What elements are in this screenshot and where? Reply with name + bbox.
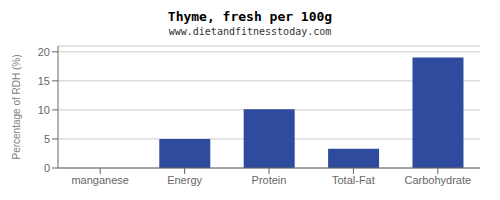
svg-text:10: 10 — [38, 104, 50, 116]
svg-text:manganese: manganese — [71, 174, 129, 186]
svg-text:Protein: Protein — [252, 174, 287, 186]
html-text:www.dietandfitnesstoday.com: www.dietandfitnesstoday.com — [168, 26, 332, 37]
svg-text:15: 15 — [38, 75, 50, 87]
svg-text:Energy: Energy — [167, 174, 202, 186]
svg-text:20: 20 — [38, 46, 50, 58]
svg-text:5: 5 — [44, 133, 50, 145]
svg-text:Carbohydrate: Carbohydrate — [404, 174, 471, 186]
svg-text:0: 0 — [44, 162, 50, 174]
svg-text:Total-Fat: Total-Fat — [332, 174, 375, 186]
svg-text:Percentage of RDH (%): Percentage of RDH (%) — [11, 54, 22, 159]
html-text:Thyme, fresh per 100g: Thyme, fresh per 100g — [167, 9, 333, 24]
